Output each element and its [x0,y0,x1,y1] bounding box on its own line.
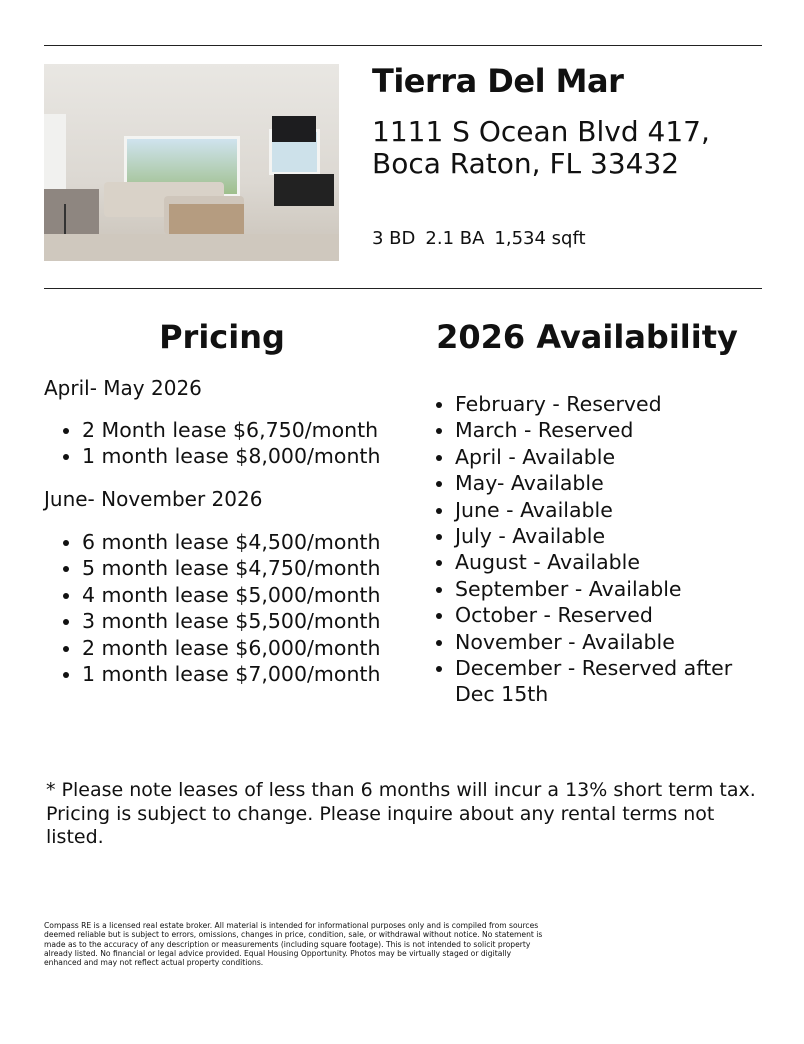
price-item: 3 month lease $5,500/month [82,608,380,634]
month-item: December - Reserved after Dec 15th [455,655,765,708]
month-item: March - Reserved [455,417,765,443]
property-address: 1111 S Ocean Blvd 417, Boca Raton, FL 33… [372,115,710,180]
month-item: February - Reserved [455,391,765,417]
property-name: Tierra Del Mar [372,62,624,100]
price-item: 2 month lease $6,000/month [82,635,380,661]
period-label: June- November 2026 [44,487,263,511]
price-item: 1 month lease $8,000/month [82,443,380,469]
month-item: May- Available [455,470,765,496]
availability-heading: 2026 Availability [436,318,738,356]
month-item: September - Available [455,576,765,602]
price-item: 1 month lease $7,000/month [82,661,380,687]
property-stats: 3 BD 2.1 BA 1,534 sqft [372,228,596,249]
month-item: July - Available [455,523,765,549]
pricing-heading: Pricing [159,318,285,356]
availability-list: February - Reserved March - Reserved Apr… [418,391,765,708]
legal-disclaimer: Compass RE is a licensed real estate bro… [44,921,543,968]
month-item: November - Available [455,629,765,655]
beds: 3 BD [372,228,416,249]
price-item: 6 month lease $4,500/month [82,529,380,555]
tax-note: * Please note leases of less than 6 mont… [46,779,756,848]
period-label: April- May 2026 [44,376,202,400]
sqft: 1,534 sqft [494,228,586,249]
section-divider [44,288,762,289]
price-item: 2 Month lease $6,750/month [82,417,380,443]
pricing-list-summer: 6 month lease $4,500/month 5 month lease… [44,529,380,687]
price-item: 5 month lease $4,750/month [82,555,380,581]
month-item: August - Available [455,549,765,575]
price-item: 4 month lease $5,000/month [82,582,380,608]
month-item: June - Available [455,497,765,523]
month-item: April - Available [455,444,765,470]
baths: 2.1 BA [425,228,485,249]
property-photo [44,64,339,261]
top-divider [44,45,762,46]
pricing-list-spring: 2 Month lease $6,750/month 1 month lease… [44,417,380,470]
month-item: October - Reserved [455,602,765,628]
